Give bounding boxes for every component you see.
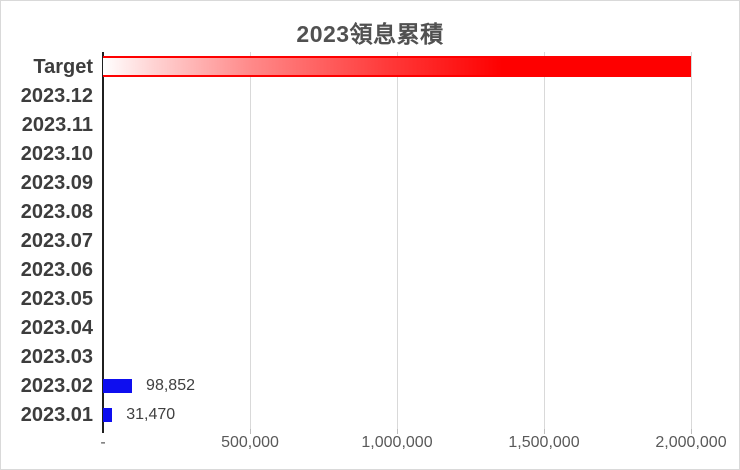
category-label: 2023.06 (20, 258, 93, 281)
value-axis-tick-label: 1,000,000 (361, 434, 433, 451)
gridline (544, 52, 545, 429)
gridline (691, 52, 692, 429)
category-label: 2023.10 (20, 142, 93, 165)
category-label: 2023.02 (20, 374, 93, 397)
category-label: 2023.03 (20, 345, 93, 368)
chart-title: 2023領息累積 (296, 21, 444, 47)
month-bar (103, 378, 133, 393)
axis-tick-mark (397, 429, 398, 434)
category-label: Target (33, 55, 93, 78)
value-axis-tick-label: 2,000,000 (655, 434, 727, 451)
gridline (250, 52, 251, 429)
value-axis-tick-label: 500,000 (221, 434, 279, 451)
axis-tick-mark (544, 429, 545, 434)
bar-data-label: 31,470 (126, 405, 176, 423)
category-label: 2023.11 (21, 113, 93, 136)
gridline (397, 52, 398, 429)
category-label: 2023.08 (20, 200, 93, 223)
axis-tick-mark (250, 429, 251, 434)
category-label: 2023.05 (20, 287, 93, 310)
value-axis: - 500,000 1,000,000 1,500,000 2,000,000 (100, 434, 726, 458)
month-bar (103, 407, 113, 422)
plot-area: 98,852 31,470 (102, 52, 692, 434)
category-label: 2023.04 (20, 316, 93, 339)
value-axis-tick-label: - (100, 434, 106, 451)
category-axis-line (102, 52, 104, 433)
category-axis: Target 2023.12 2023.11 2023.10 2023.09 2023.0… (1, 52, 93, 429)
category-label: 2023.09 (20, 171, 93, 194)
category-label: 2023.01 (20, 403, 93, 426)
axis-tick-mark (691, 429, 692, 434)
target-bar (103, 56, 691, 77)
category-label: 2023.07 (20, 229, 93, 252)
bar-data-label: 98,852 (146, 376, 195, 394)
category-label: 2023.12 (20, 84, 93, 107)
value-axis-tick-label: 1,500,000 (508, 434, 580, 451)
